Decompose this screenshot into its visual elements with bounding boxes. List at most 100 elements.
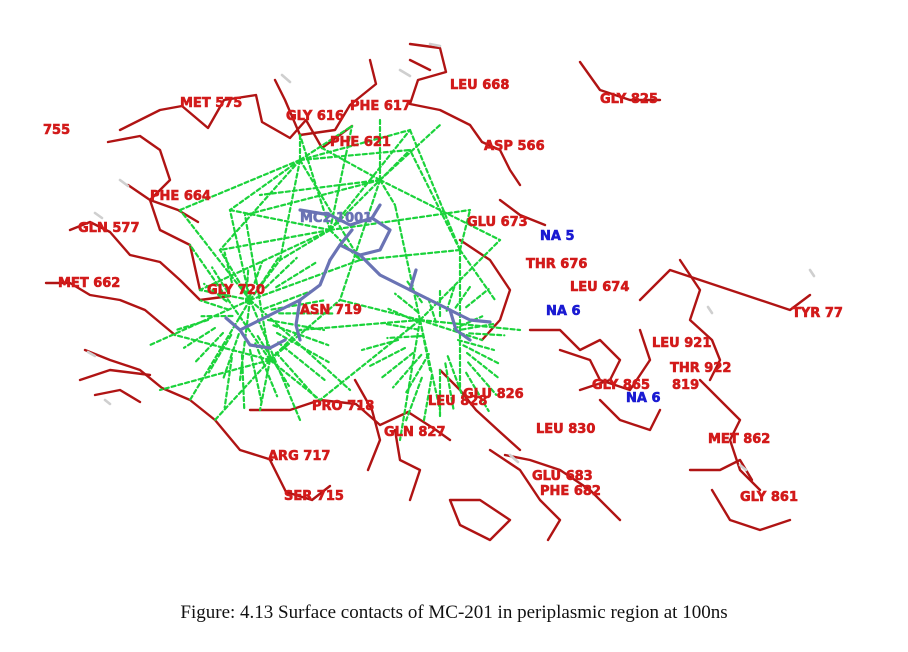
contact-line [398, 318, 422, 442]
figure-caption: Figure: 4.13 Surface contacts of MC-201 … [180, 602, 728, 623]
contact-line [387, 307, 418, 323]
contact-line [178, 158, 302, 212]
residue-label: LEU 674 [570, 280, 629, 295]
residue-bond [393, 428, 422, 502]
hydrogen-bond [93, 211, 104, 220]
contact-line [278, 158, 302, 262]
ligand-bond [294, 298, 302, 342]
contact-line [393, 203, 422, 322]
contact-line [270, 299, 325, 311]
contact-line [328, 208, 472, 232]
contact-line [338, 178, 382, 302]
residue-label: ASN 719 [300, 303, 362, 318]
contact-line [386, 334, 424, 340]
residue-label: GLU 683 [532, 469, 593, 484]
contact-line [378, 178, 502, 242]
hydrogen-bond [280, 73, 292, 84]
ligand-bond [448, 308, 472, 342]
contact-line [218, 158, 302, 252]
contact-line [467, 361, 498, 396]
contact-line [468, 332, 506, 337]
contact-line [460, 322, 496, 331]
contact-line [174, 318, 210, 332]
hydrogen-bond [738, 463, 748, 472]
contact-line [228, 208, 332, 232]
contact-line [462, 344, 500, 365]
residue-bond [710, 488, 792, 532]
contact-line [278, 228, 332, 262]
contact-line [213, 358, 272, 422]
residue-bond [248, 398, 452, 442]
contact-line [298, 124, 354, 162]
contact-line [240, 353, 246, 410]
residue-label: GLU 673 [467, 215, 528, 230]
residue-label: GLN 577 [78, 221, 140, 236]
residue-label: MET 862 [708, 432, 770, 447]
hydrogen-bond [428, 42, 442, 48]
contact-line [158, 358, 272, 392]
residue-label: MET 662 [58, 276, 120, 291]
contact-line [318, 318, 422, 402]
contact-line [408, 148, 462, 252]
residue-bond [488, 448, 562, 542]
residue-label: GLY 720 [207, 283, 265, 298]
contact-line [418, 318, 484, 342]
contact-line [223, 251, 233, 284]
contact-line [254, 342, 279, 398]
contact-line [358, 248, 462, 262]
residue-bond [44, 281, 177, 337]
contact-line [465, 371, 490, 413]
contact-line [248, 298, 302, 422]
residue-label: GLU 826 [463, 387, 524, 402]
residue-label: NA 6 [546, 304, 581, 319]
residue-bonds [44, 42, 812, 542]
contact-line [256, 335, 291, 387]
contact-line [465, 351, 501, 380]
residue-bond [126, 183, 200, 224]
contact-line [203, 282, 228, 303]
residue-label: PHE 682 [540, 484, 601, 499]
residue-label: GLY 865 [592, 378, 650, 393]
contact-line [378, 178, 397, 207]
contact-line [207, 333, 233, 374]
contact-line [248, 348, 264, 406]
residue-bond [268, 458, 332, 502]
residue-label: GLY 861 [740, 490, 798, 505]
contact-line [188, 243, 272, 362]
residue-bond [438, 368, 522, 452]
residue-bond [698, 378, 762, 492]
ligand-bond [408, 268, 418, 292]
contact-line [243, 213, 272, 362]
residue-bond [408, 42, 522, 187]
residue-bond [638, 268, 812, 312]
contact-line [422, 373, 434, 422]
contact-line [446, 355, 465, 400]
hydrogen-bond [86, 350, 97, 358]
contact-line [360, 338, 400, 352]
residue-label: THR 922 [670, 361, 731, 376]
hydrogen-bond [808, 268, 816, 278]
contact-line [188, 298, 252, 402]
contact-line [405, 376, 423, 422]
contact-line [223, 356, 233, 409]
contact-line [248, 260, 264, 298]
hydrogen-bond [398, 68, 412, 78]
residue-label: LEU 921 [652, 336, 711, 351]
residue-label: NA 6 [626, 391, 661, 406]
contact-line [391, 353, 423, 389]
contact-line [178, 208, 252, 302]
contact-lines [148, 118, 522, 442]
residue-label: SER 715 [284, 489, 344, 504]
contact-line [454, 284, 473, 309]
hydrogen-bond [118, 178, 130, 188]
contact-line [194, 331, 225, 364]
contact-line [444, 362, 455, 410]
residue-bond [118, 93, 354, 150]
contact-line [198, 228, 332, 292]
contact-line [418, 318, 432, 372]
contact-line [243, 178, 382, 217]
residue-label: GLY 825 [600, 92, 658, 107]
contact-line [258, 178, 382, 197]
residue-label: PHE 664 [150, 189, 211, 204]
residue-bond [528, 328, 622, 392]
